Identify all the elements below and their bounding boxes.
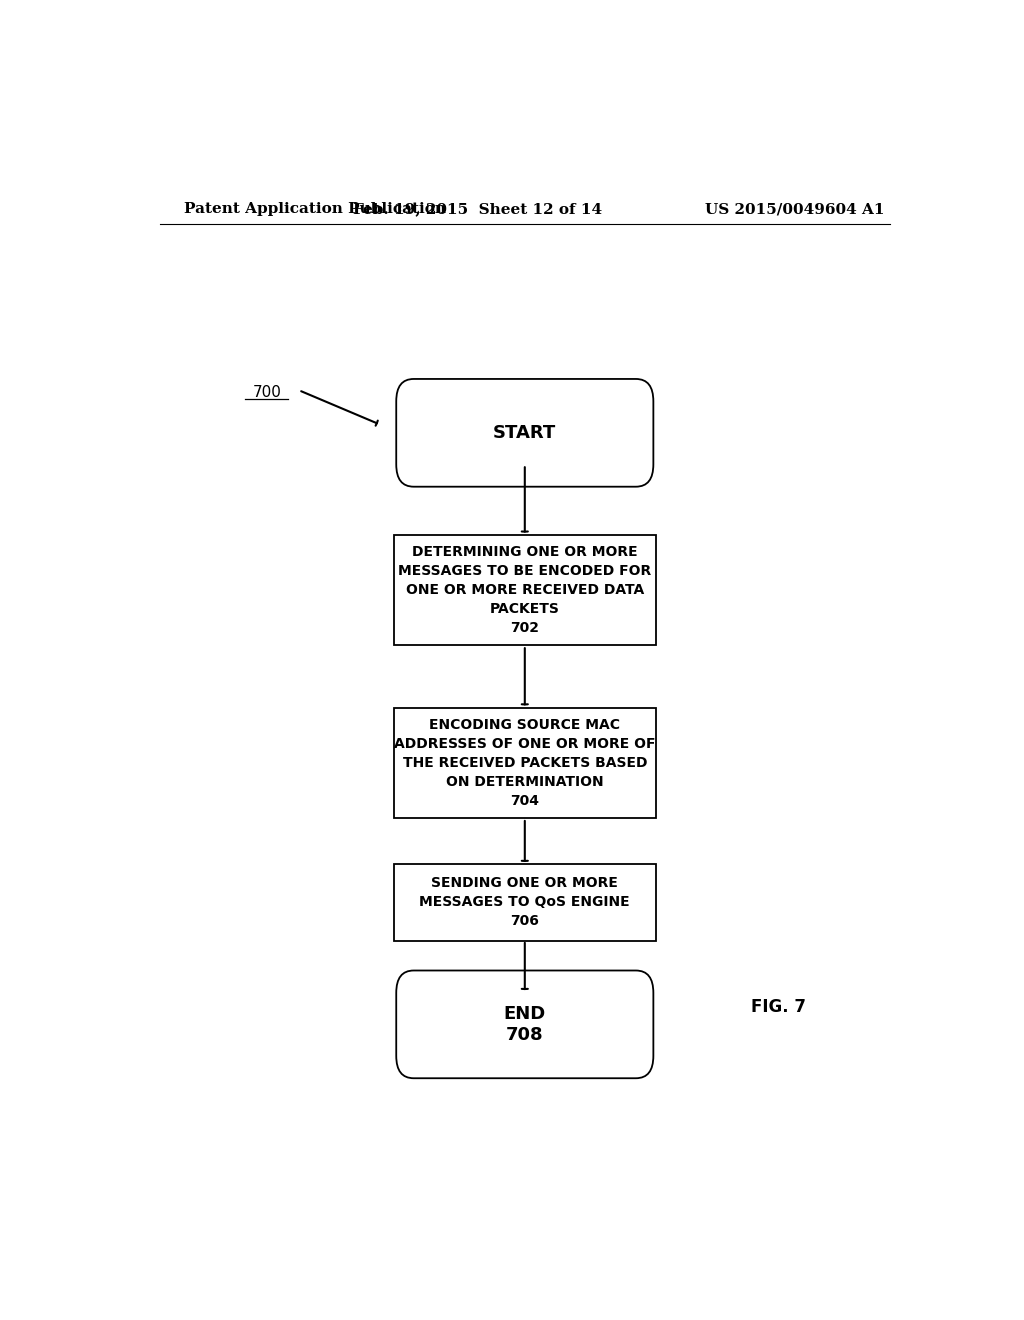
- FancyBboxPatch shape: [394, 865, 655, 941]
- FancyBboxPatch shape: [396, 379, 653, 487]
- FancyBboxPatch shape: [394, 536, 655, 645]
- FancyBboxPatch shape: [394, 709, 655, 818]
- Text: DETERMINING ONE OR MORE
MESSAGES TO BE ENCODED FOR
ONE OR MORE RECEIVED DATA
PAC: DETERMINING ONE OR MORE MESSAGES TO BE E…: [398, 545, 651, 635]
- Text: FIG. 7: FIG. 7: [752, 998, 806, 1016]
- Text: Patent Application Publication: Patent Application Publication: [183, 202, 445, 216]
- Text: START: START: [494, 424, 556, 442]
- Text: END
708: END 708: [504, 1005, 546, 1044]
- Text: 700: 700: [253, 385, 282, 400]
- FancyBboxPatch shape: [396, 970, 653, 1078]
- Text: ENCODING SOURCE MAC
ADDRESSES OF ONE OR MORE OF
THE RECEIVED PACKETS BASED
ON DE: ENCODING SOURCE MAC ADDRESSES OF ONE OR …: [394, 718, 655, 808]
- Text: SENDING ONE OR MORE
MESSAGES TO QoS ENGINE
706: SENDING ONE OR MORE MESSAGES TO QoS ENGI…: [420, 876, 630, 928]
- Text: US 2015/0049604 A1: US 2015/0049604 A1: [705, 202, 885, 216]
- Text: Feb. 19, 2015  Sheet 12 of 14: Feb. 19, 2015 Sheet 12 of 14: [352, 202, 602, 216]
